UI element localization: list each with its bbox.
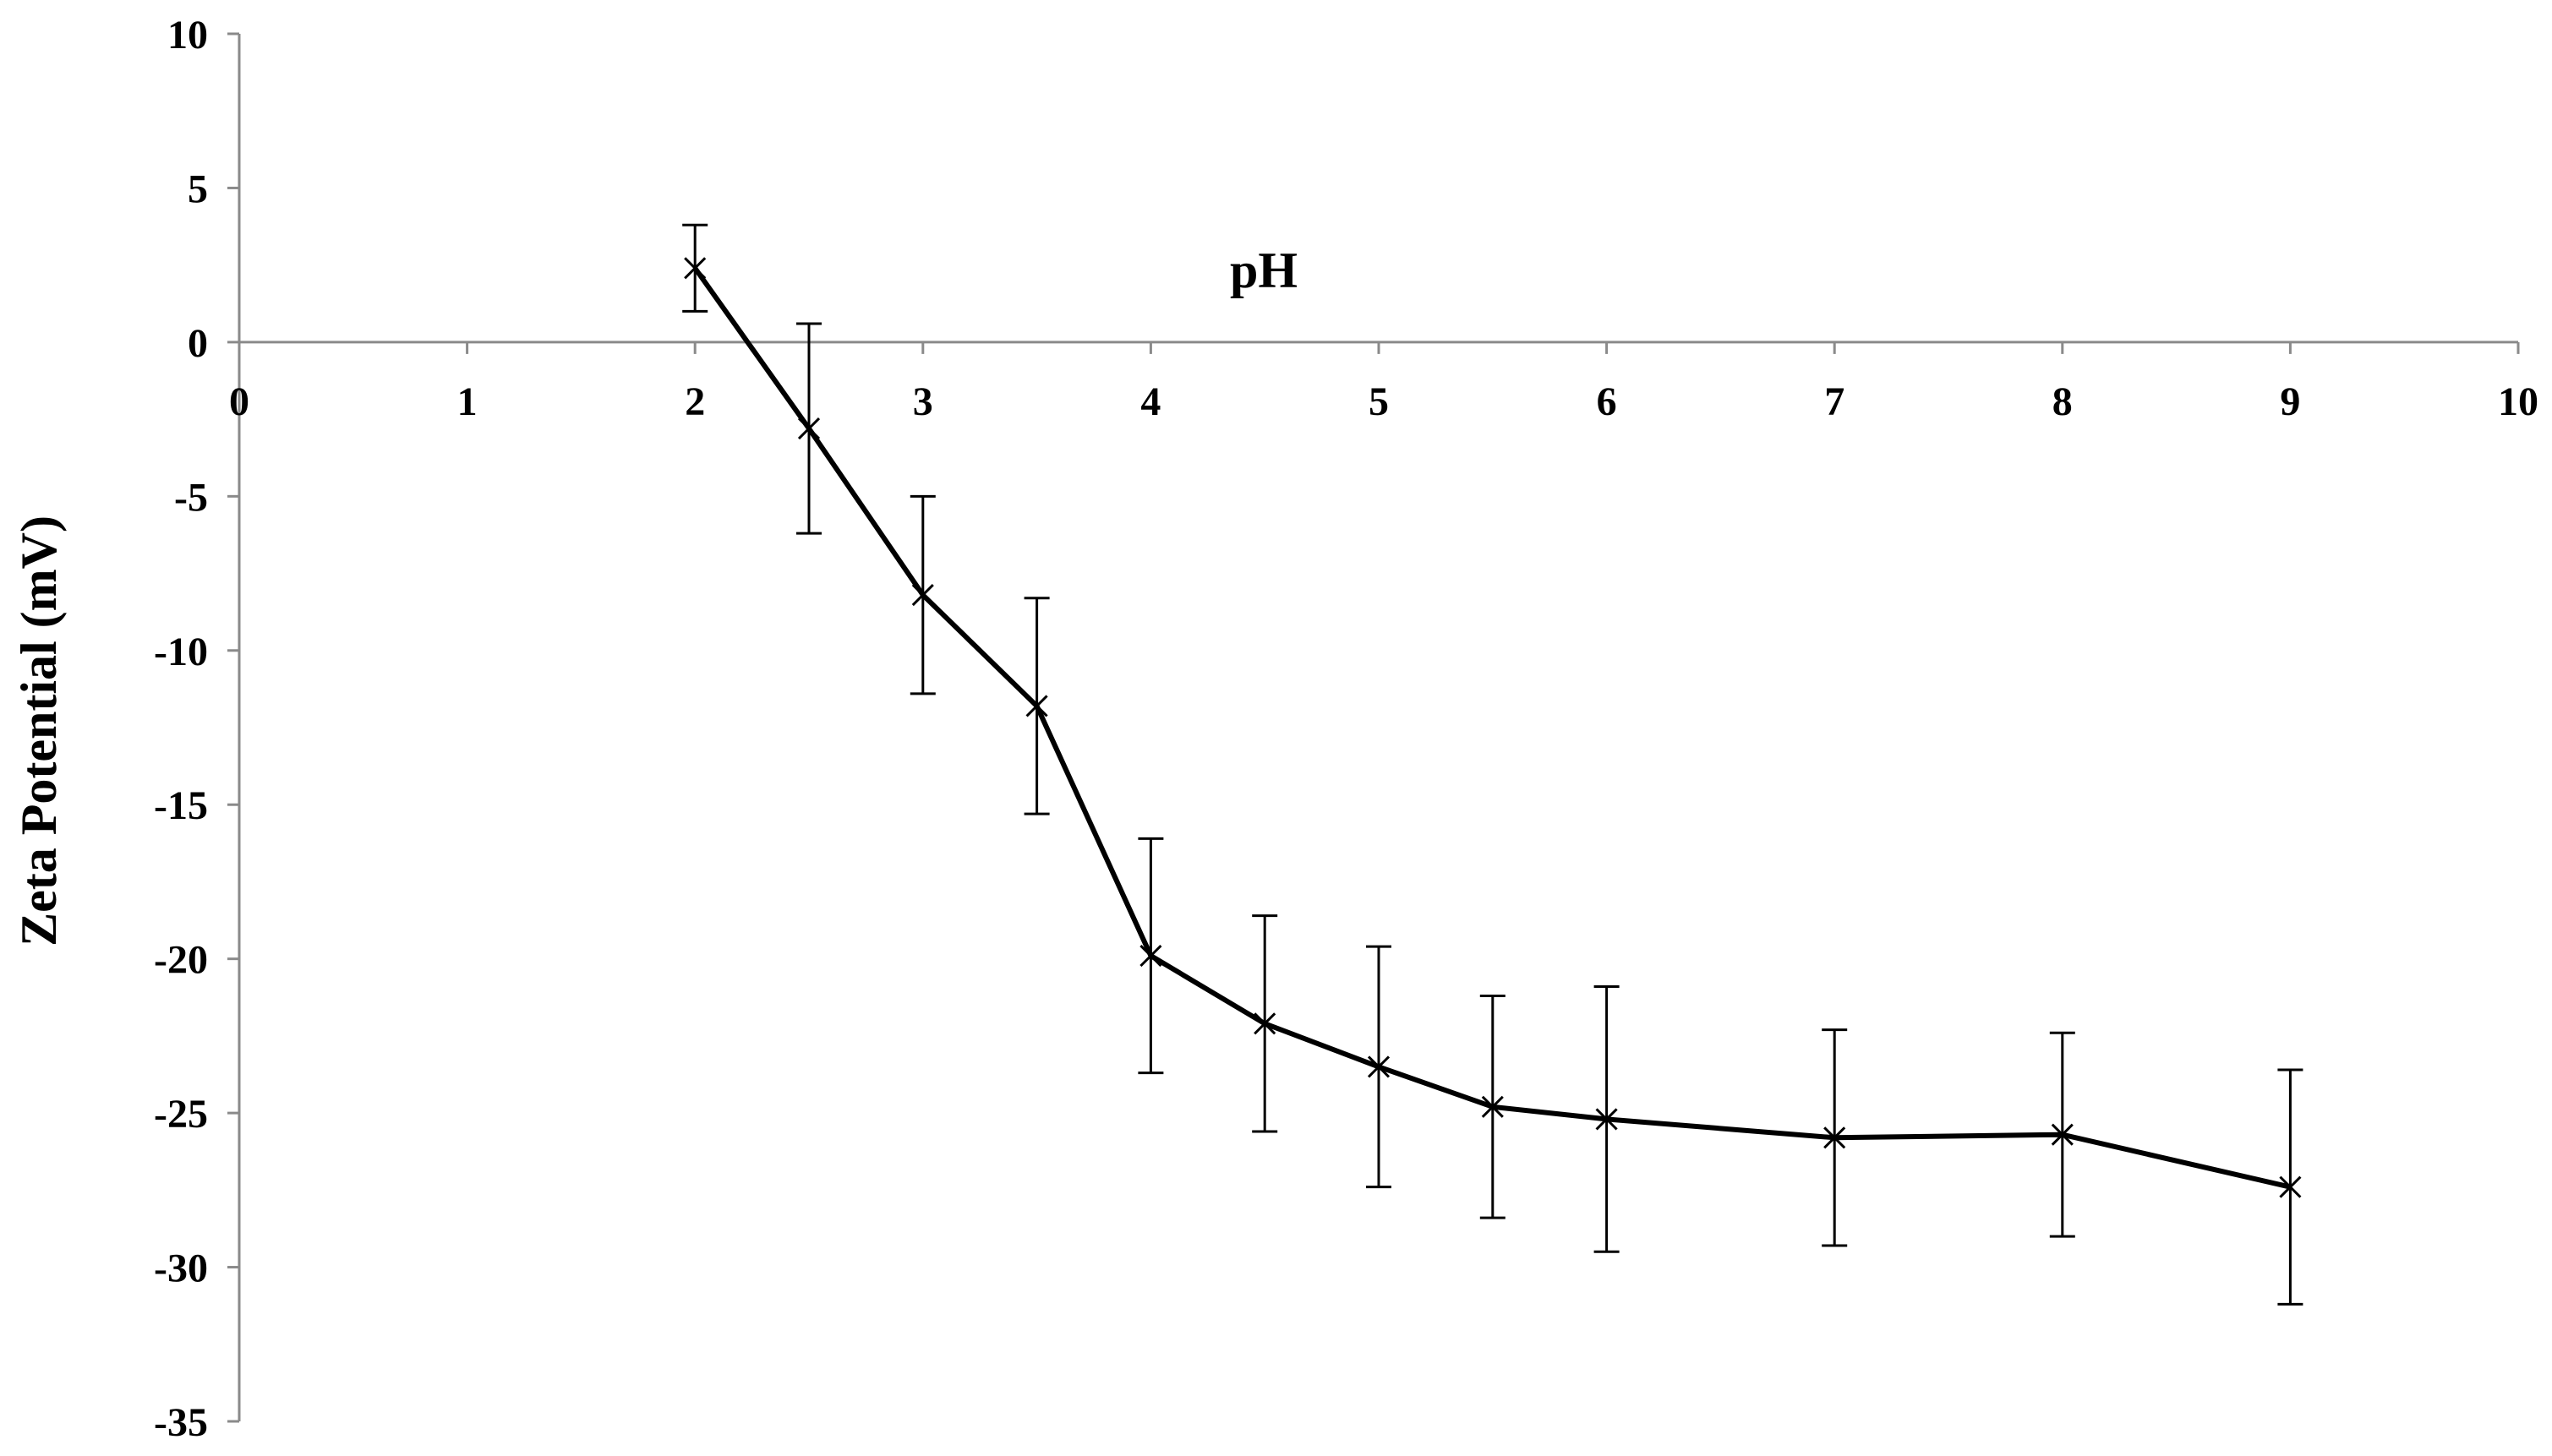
y-axis-title: Zeta Potential (mV) xyxy=(11,515,67,946)
data-point xyxy=(684,257,707,280)
y-tick-label: -5 xyxy=(174,475,208,520)
y-tick-labels: 10 5 0 -5 -10 -15 -20 -25 -30 -35 xyxy=(154,13,208,1445)
x-axis-title: pH xyxy=(1230,243,1298,298)
x-tick-label: 8 xyxy=(2052,379,2073,424)
x-tick-label: 5 xyxy=(1369,379,1389,424)
series-line xyxy=(692,266,2292,1190)
y-tick-label: -10 xyxy=(154,630,208,674)
x-tick-label: 6 xyxy=(1597,379,1617,424)
data-point xyxy=(1595,1108,1618,1131)
data-markers xyxy=(684,257,2302,1198)
x-tick-label: 1 xyxy=(457,379,478,424)
x-tick-label: 2 xyxy=(685,379,705,424)
y-tick-label: -30 xyxy=(154,1246,208,1291)
x-tick-label: 9 xyxy=(2280,379,2300,424)
data-point xyxy=(1254,1012,1276,1035)
data-point xyxy=(2051,1123,2074,1146)
data-point xyxy=(1481,1095,1504,1118)
data-point xyxy=(1367,1055,1391,1078)
x-tick-label: 4 xyxy=(1140,379,1161,424)
x-tick-label: 10 xyxy=(2498,379,2538,424)
data-point xyxy=(2279,1175,2302,1198)
x-tick-label: 3 xyxy=(913,379,933,424)
tick-marks xyxy=(227,32,2520,1423)
x-tick-label: 7 xyxy=(1824,379,1844,424)
data-point xyxy=(1025,695,1048,717)
y-tick-label: 10 xyxy=(167,13,208,57)
y-tick-label: -25 xyxy=(154,1092,208,1137)
y-tick-label: -15 xyxy=(154,783,208,828)
y-tick-label: 5 xyxy=(188,166,208,211)
data-point xyxy=(1823,1126,1846,1149)
y-tick-label: -35 xyxy=(154,1400,208,1445)
y-tick-label: -20 xyxy=(154,938,208,983)
x-tick-labels: 0 1 2 3 4 5 6 7 8 9 10 xyxy=(229,379,2538,424)
data-point xyxy=(911,584,934,607)
y-tick-label: 0 xyxy=(188,321,208,366)
data-point xyxy=(1139,944,1162,968)
x-tick-label: 0 xyxy=(229,379,249,424)
data-point xyxy=(797,417,821,440)
axes xyxy=(238,34,2518,1421)
